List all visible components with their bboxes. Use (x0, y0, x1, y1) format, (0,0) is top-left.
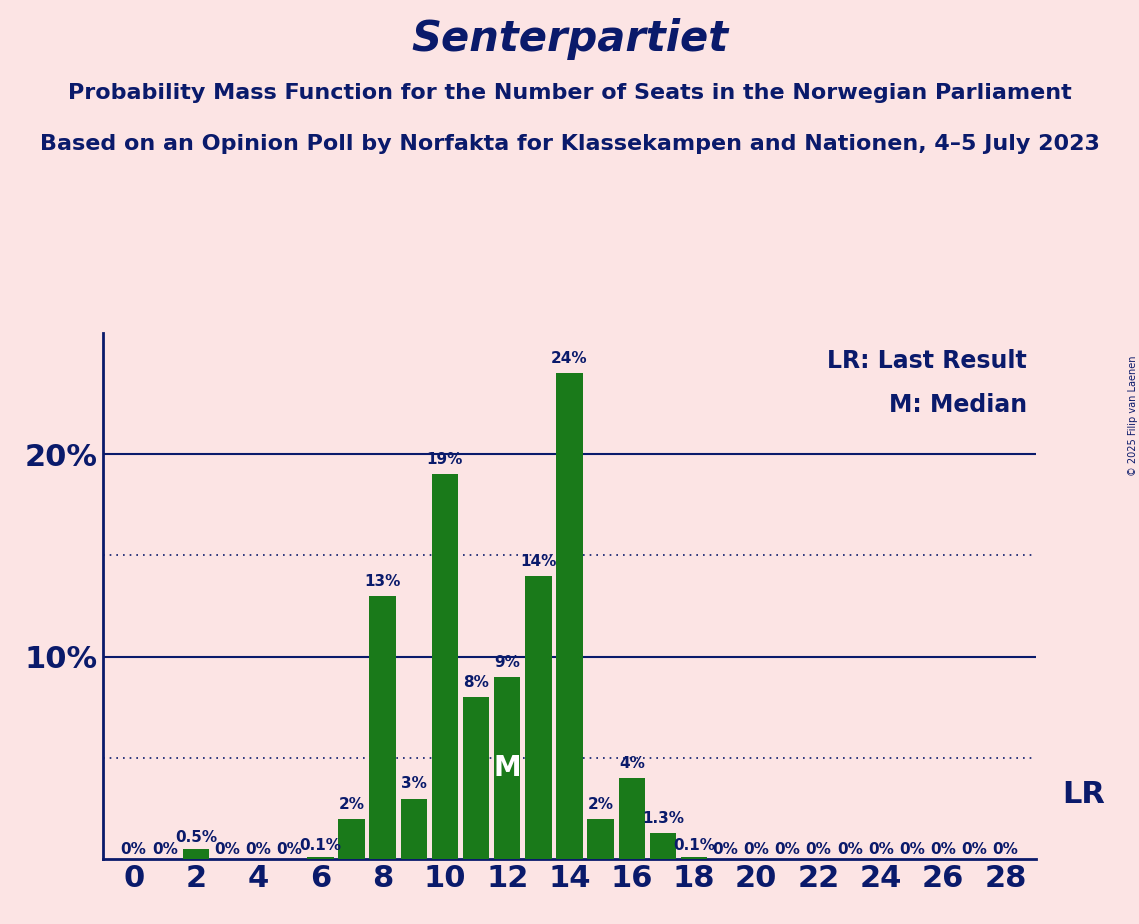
Text: 19%: 19% (427, 453, 464, 468)
Text: 14%: 14% (521, 553, 557, 568)
Text: Based on an Opinion Poll by Norfakta for Klassekampen and Nationen, 4–5 July 202: Based on an Opinion Poll by Norfakta for… (40, 134, 1099, 154)
Bar (618, 778, 645, 859)
Bar (462, 698, 490, 859)
Text: 0%: 0% (214, 843, 240, 857)
Text: 0%: 0% (837, 843, 862, 857)
Text: 0.5%: 0.5% (175, 830, 216, 845)
Text: 0%: 0% (744, 843, 769, 857)
Bar (556, 373, 583, 859)
Text: 0.1%: 0.1% (300, 838, 342, 853)
Bar (182, 849, 210, 859)
Bar (401, 798, 427, 859)
Text: 24%: 24% (551, 351, 588, 366)
Text: 13%: 13% (364, 574, 401, 589)
Bar (649, 833, 677, 859)
Text: 2%: 2% (588, 796, 614, 811)
Text: LR: LR (1062, 780, 1105, 809)
Text: © 2025 Filip van Laenen: © 2025 Filip van Laenen (1129, 356, 1138, 476)
Text: Probability Mass Function for the Number of Seats in the Norwegian Parliament: Probability Mass Function for the Number… (67, 83, 1072, 103)
Text: 0%: 0% (931, 843, 956, 857)
Text: 0%: 0% (277, 843, 302, 857)
Bar (525, 576, 551, 859)
Text: 9%: 9% (494, 655, 521, 670)
Text: 0%: 0% (961, 843, 988, 857)
Text: 4%: 4% (618, 756, 645, 772)
Text: 0%: 0% (151, 843, 178, 857)
Text: 8%: 8% (464, 675, 489, 690)
Bar (338, 819, 364, 859)
Text: 0%: 0% (992, 843, 1018, 857)
Text: LR: Last Result: LR: Last Result (827, 349, 1027, 373)
Text: Senterpartiet: Senterpartiet (411, 18, 728, 60)
Text: 0%: 0% (868, 843, 894, 857)
Text: M: Median: M: Median (890, 394, 1027, 418)
Text: 0%: 0% (805, 843, 831, 857)
Text: 0%: 0% (121, 843, 147, 857)
Bar (681, 857, 707, 859)
Text: 0%: 0% (245, 843, 271, 857)
Text: 3%: 3% (401, 776, 427, 792)
Text: 0.1%: 0.1% (673, 838, 715, 853)
Text: 1.3%: 1.3% (642, 811, 683, 826)
Text: M: M (493, 754, 521, 782)
Bar (308, 857, 334, 859)
Bar (494, 677, 521, 859)
Text: 0%: 0% (712, 843, 738, 857)
Text: 2%: 2% (338, 796, 364, 811)
Text: 0%: 0% (899, 843, 925, 857)
Bar (432, 474, 458, 859)
Bar (369, 596, 396, 859)
Text: 0%: 0% (775, 843, 801, 857)
Bar (588, 819, 614, 859)
